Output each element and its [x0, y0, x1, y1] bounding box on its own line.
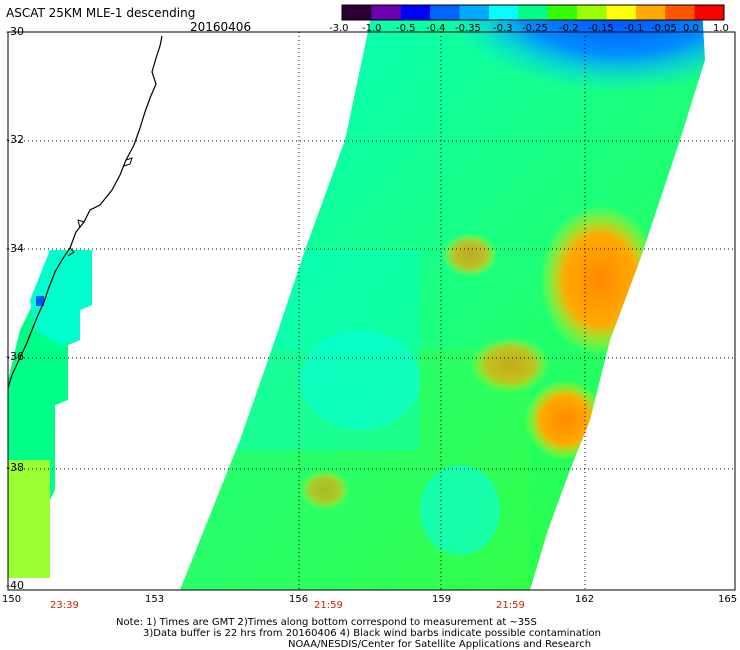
colorbar-label: 0.0	[683, 23, 699, 34]
colorbar-frame	[341, 4, 725, 21]
colorbar-swatch	[371, 5, 402, 20]
colorbar-label: -0.3	[493, 23, 513, 34]
pass-time: 23:39	[50, 600, 79, 611]
graticule	[8, 32, 735, 590]
lat-label: -32	[6, 133, 24, 146]
colorbar-label: -0.25	[522, 23, 548, 34]
colorbar-label: -0.2	[559, 23, 579, 34]
footnote-line-1: Note: 1) Times are GMT 2)Times along bot…	[116, 617, 537, 628]
lat-label: -40	[6, 579, 24, 592]
map-date: 20160406	[190, 20, 252, 34]
coastline	[7, 35, 163, 389]
lat-label: -30	[6, 25, 24, 38]
map-frame	[7, 31, 736, 591]
lon-label: 162	[575, 594, 595, 605]
lon-label: 156	[289, 594, 309, 605]
colorbar-label: -0.5	[396, 23, 416, 34]
colorbar-swatch	[518, 5, 549, 20]
colorbar-swatch	[547, 5, 578, 20]
colorbar-label: -0.1	[624, 23, 644, 34]
colorbar-label: 1.0	[713, 23, 729, 34]
colorbar-label: -0.05	[651, 23, 677, 34]
colorbar-swatch	[635, 5, 666, 20]
colorbar-swatch	[606, 5, 637, 20]
colorbar-swatch	[459, 5, 490, 20]
colorbar-swatch	[488, 5, 519, 20]
colorbar-label: -3.0	[329, 23, 349, 34]
coastline-detail	[67, 157, 133, 257]
colorbar-swatch	[400, 5, 431, 20]
lon-label: 153	[145, 594, 165, 605]
footnote-line-3: NOAA/NESDIS/Center for Satellite Applica…	[288, 639, 592, 650]
data-swath-main	[180, 8, 705, 590]
colorbar-swatch	[342, 5, 372, 20]
colorbar-swatch	[577, 5, 607, 20]
footnote-line-2: 3)Data buffer is 22 hrs from 20160406 4)…	[143, 628, 601, 639]
lat-label: -34	[6, 242, 24, 255]
colorbar-label: -0.35	[455, 23, 481, 34]
colorbar-label: -0.15	[588, 23, 614, 34]
colorbar-swatch	[665, 5, 696, 20]
map-title: ASCAT 25KM MLE-1 descending	[6, 6, 196, 20]
lon-label: 150	[2, 594, 22, 605]
lon-label: 165	[718, 594, 738, 605]
colorbar-label: -0.4	[426, 23, 446, 34]
lat-label: -38	[6, 461, 24, 474]
colorbar	[342, 5, 725, 20]
data-swath-left	[8, 250, 92, 578]
lon-label: 159	[432, 594, 452, 605]
pass-time: 21:59	[496, 600, 525, 611]
lat-label: -36	[6, 350, 24, 363]
pass-time: 21:59	[314, 600, 343, 611]
colorbar-swatch	[430, 5, 461, 20]
colorbar-swatch	[694, 5, 725, 20]
colorbar-label: -1.0	[362, 23, 382, 34]
